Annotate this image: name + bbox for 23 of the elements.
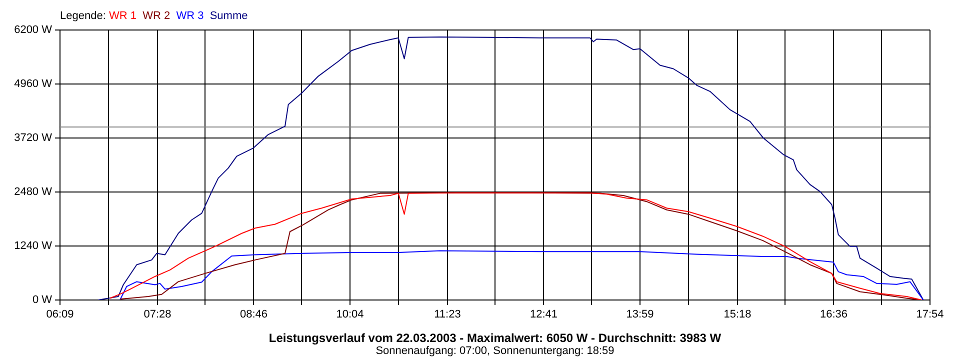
y-tick-label: 0 W [32,294,53,306]
x-tick-label: 12:41 [530,308,558,321]
x-tick-label: 07:28 [144,308,172,321]
y-tick-label: 2480 W [14,186,53,198]
x-tick-label: 16:36 [820,308,848,321]
legend-title: Legende: [60,10,106,22]
x-tick-label: 17:54 [916,308,944,321]
y-tick-label: 4960 W [14,78,53,90]
text: WR 1 [108,10,136,22]
text: Summe [210,10,248,22]
y-tick-label: 1240 W [14,240,53,252]
x-tick-label: 15:18 [724,308,752,321]
x-tick-label: 10:04 [336,308,364,321]
text: Sonnenaufgang: 07:00, Sonnenuntergang: 18:59 [374,345,616,357]
x-tick-label: 13:59 [626,308,654,321]
x-tick-label: 08:46 [240,308,268,321]
y-tick-label: 6200 W [14,24,53,36]
text: WR 3 [176,10,204,22]
x-tick-label: 11:23 [434,308,461,321]
x-tick-label: 06:09 [46,308,74,321]
y-tick-label: 3720 W [14,132,53,144]
text: Leistungsverlauf vom 22.03.2003 - Maximalwert: 6050 W - Durchschnitt: 3983 W [268,331,722,345]
text: WR 2 [142,10,170,22]
